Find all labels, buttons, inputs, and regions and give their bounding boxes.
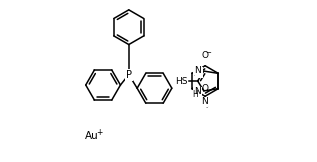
Text: Au: Au — [85, 131, 98, 141]
Text: N: N — [194, 66, 201, 75]
Text: N: N — [201, 97, 208, 106]
Text: H: H — [192, 90, 198, 99]
Text: N: N — [195, 68, 202, 77]
Text: +: + — [97, 128, 103, 137]
Text: O: O — [201, 84, 208, 93]
Text: N: N — [194, 87, 201, 96]
Text: O: O — [202, 51, 209, 60]
Text: P: P — [126, 69, 132, 80]
Text: −: − — [206, 50, 211, 56]
Text: HS: HS — [176, 76, 188, 86]
